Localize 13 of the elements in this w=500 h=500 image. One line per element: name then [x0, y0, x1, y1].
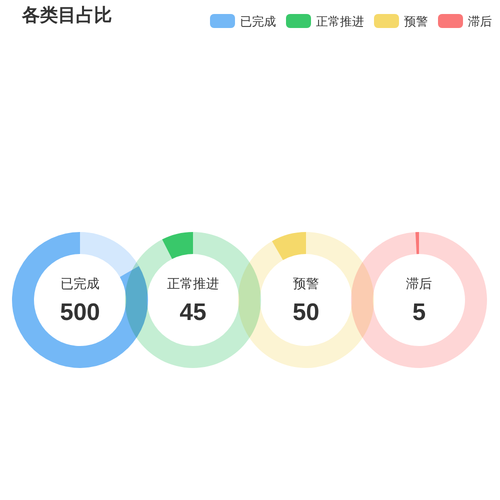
legend-label: 正常推进	[316, 14, 364, 28]
legend-label: 滞后	[468, 14, 492, 28]
legend-label: 预警	[404, 14, 428, 28]
center-label: 预警	[293, 276, 319, 291]
center-label: 滞后	[406, 276, 432, 291]
legend-label: 已完成	[240, 14, 276, 28]
data-label: 5	[412, 299, 426, 326]
center-label: 正常推进	[167, 276, 219, 291]
title: 各类目占比	[22, 5, 112, 25]
data-label: 50	[292, 299, 320, 326]
data-label: 45	[180, 299, 206, 326]
center-label: 已完成	[60, 276, 100, 291]
data-label: 500	[60, 299, 100, 326]
